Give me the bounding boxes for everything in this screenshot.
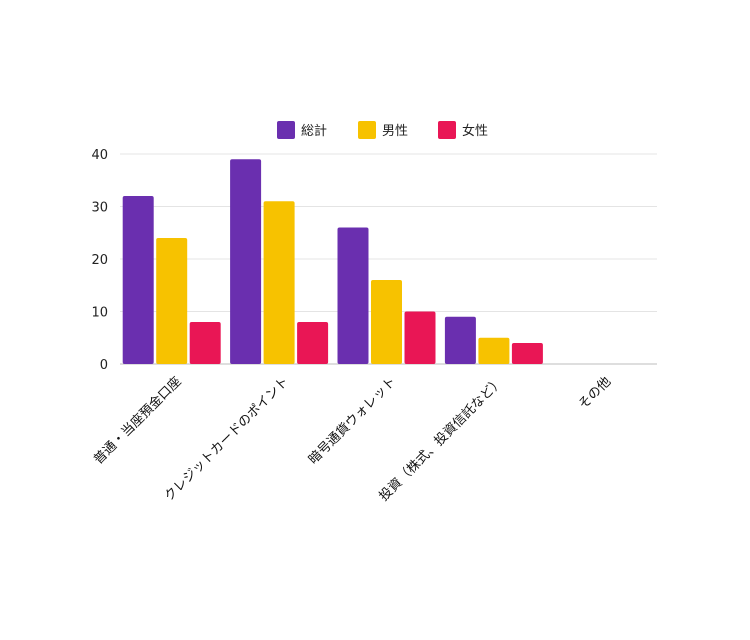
legend-swatch [277,121,295,139]
y-tick-label: 20 [91,253,108,268]
x-category-label: クレジットカードのポイント [162,374,292,504]
legend-label: 総計 [301,123,327,139]
legend: 総計 男性 女性 [277,121,488,139]
bar [156,238,188,364]
gridlines [120,153,657,365]
x-category-label: 暗号通貨ウォレット [305,374,399,468]
y-tick-label: 30 [91,201,108,216]
bar [444,316,476,364]
bar [371,280,402,364]
x-category-label: その他 [576,374,614,412]
y-tick-label: 10 [91,306,108,321]
legend-swatch [438,121,456,139]
x-category-label: 投資（株式、投資信託など） [376,374,507,505]
legend-label: 男性 [382,124,408,139]
bar [189,322,221,364]
bar [478,337,510,364]
bar [122,196,154,364]
bar [230,159,262,364]
bar [404,311,436,364]
bar [263,201,295,364]
bar [297,322,329,364]
x-category-label: 普通・当座預金口座 [90,374,184,468]
y-tick-label: 40 [91,148,108,163]
y-tick-label: 0 [100,358,108,373]
bar [337,227,369,364]
legend-label: 女性 [462,123,488,139]
bar [511,343,543,364]
legend-swatch [358,121,376,139]
y-axis-ticks: 0 10 20 30 40 [91,148,108,373]
bars [122,159,543,364]
